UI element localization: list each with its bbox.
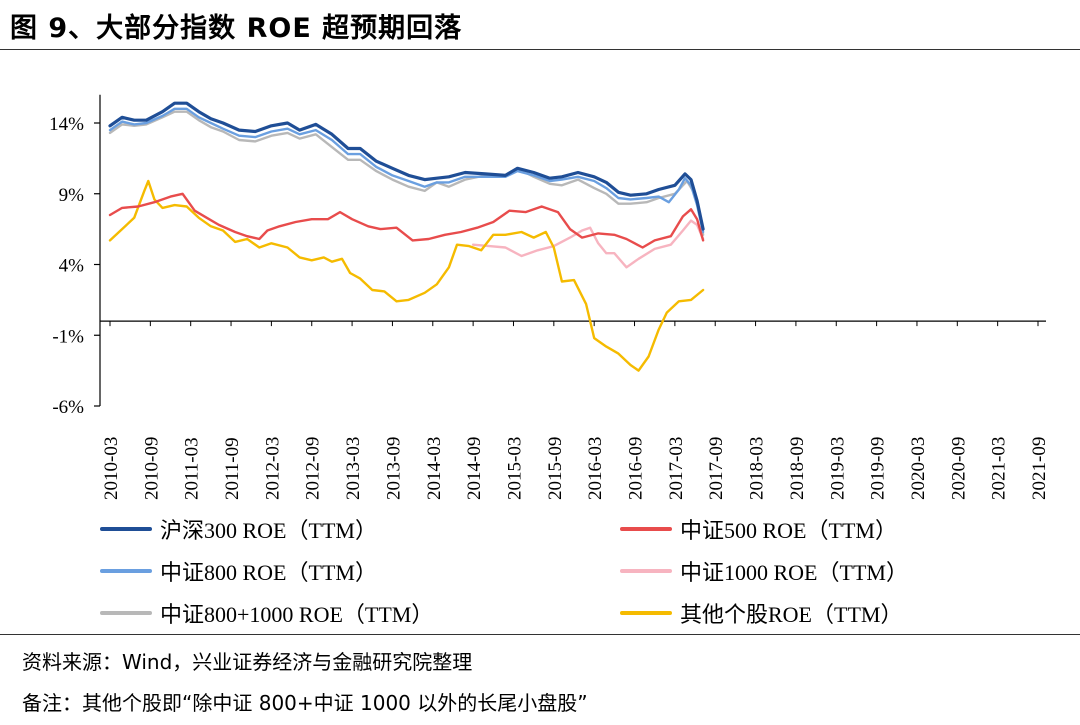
legend-swatch bbox=[620, 611, 672, 615]
legend-swatch bbox=[100, 527, 152, 531]
legend-item: 中证1000 ROE（TTM） bbox=[620, 555, 908, 587]
series-line bbox=[108, 107, 705, 234]
x-tick-label: 2011-09 bbox=[222, 437, 243, 500]
x-tick-label: 2010-09 bbox=[141, 437, 162, 500]
title-divider bbox=[0, 49, 1080, 50]
legend-label: 中证500 ROE（TTM） bbox=[680, 518, 897, 543]
x-tick-label: 2012-09 bbox=[303, 437, 324, 500]
series-line bbox=[108, 192, 705, 249]
legend-item: 中证800+1000 ROE（TTM） bbox=[100, 597, 433, 629]
series-group bbox=[108, 101, 705, 372]
legend-label: 其他个股ROE（TTM） bbox=[680, 602, 903, 627]
legend-label: 中证1000 ROE（TTM） bbox=[680, 560, 908, 585]
y-tick-label: -6% bbox=[52, 397, 84, 418]
legend: 沪深300 ROE（TTM） 中证500 ROE（TTM） 中证800 ROE（TT… bbox=[0, 505, 1080, 630]
y-tick-label: -1% bbox=[52, 326, 84, 347]
y-axis: 14% 9% 4% -1% -6% bbox=[49, 94, 101, 418]
x-tick-label: 2013-09 bbox=[383, 437, 404, 500]
x-tick-label: 2010-03 bbox=[101, 437, 122, 500]
remark-note: 备注：其他个股即“除中证 800+中证 1000 以外的长尾小盘股” bbox=[22, 691, 588, 715]
x-tick-label: 2017-03 bbox=[666, 437, 687, 500]
legend-label: 沪深300 ROE（TTM） bbox=[160, 518, 377, 543]
series-line bbox=[108, 101, 705, 231]
y-tick-label: 14% bbox=[49, 114, 84, 135]
legend-swatch bbox=[620, 569, 672, 573]
x-tick-label: 2018-03 bbox=[747, 437, 768, 500]
series-line bbox=[108, 110, 705, 236]
x-tick-label: 2016-03 bbox=[585, 437, 606, 500]
series-line bbox=[471, 219, 705, 269]
x-tick-label: 2014-09 bbox=[464, 437, 485, 500]
x-tick-label: 2014-03 bbox=[424, 437, 445, 500]
line-chart: 14% 9% 4% -1% -6% 2010-03 2010-09 2011-03 2011-… bbox=[49, 94, 1050, 500]
x-tick-label: 2018-09 bbox=[787, 437, 808, 500]
x-tick-label: 2015-03 bbox=[504, 437, 525, 500]
source-note: 资料来源：Wind，兴业证券经济与金融研究院整理 bbox=[22, 650, 473, 674]
x-tick-label: 2021-03 bbox=[989, 437, 1010, 500]
y-tick-label: 4% bbox=[59, 256, 85, 277]
x-tick-label: 2020-09 bbox=[948, 437, 969, 500]
x-tick-label: 2021-09 bbox=[1029, 437, 1050, 500]
x-tick-label: 2020-03 bbox=[908, 437, 929, 500]
chart-title: 图 9、大部分指数 ROE 超预期回落 bbox=[10, 13, 463, 44]
x-axis: 2010-03 2010-09 2011-03 2011-09 2012-03 2012-… bbox=[100, 320, 1050, 500]
x-tick-label: 2013-03 bbox=[343, 437, 364, 500]
legend-swatch bbox=[100, 569, 152, 573]
x-tick-label: 2011-03 bbox=[182, 437, 203, 500]
footer-divider bbox=[0, 634, 1080, 635]
x-tick-label: 2012-03 bbox=[262, 437, 283, 500]
legend-item: 中证500 ROE（TTM） bbox=[620, 513, 897, 545]
legend-label: 中证800 ROE（TTM） bbox=[160, 560, 377, 585]
x-tick-label: 2017-09 bbox=[706, 437, 727, 500]
legend-swatch bbox=[100, 611, 152, 615]
legend-item: 中证800 ROE（TTM） bbox=[100, 555, 377, 587]
legend-item: 其他个股ROE（TTM） bbox=[620, 597, 902, 629]
legend-label: 中证800+1000 ROE（TTM） bbox=[160, 602, 434, 627]
x-tick-label: 2019-03 bbox=[827, 437, 848, 500]
y-tick-label: 9% bbox=[59, 185, 85, 206]
legend-swatch bbox=[620, 527, 672, 531]
x-tick-label: 2016-09 bbox=[626, 437, 647, 500]
x-tick-label: 2015-09 bbox=[545, 437, 566, 500]
series-line bbox=[108, 179, 705, 372]
x-tick-label: 2019-09 bbox=[868, 437, 889, 500]
legend-item: 沪深300 ROE（TTM） bbox=[100, 513, 377, 545]
